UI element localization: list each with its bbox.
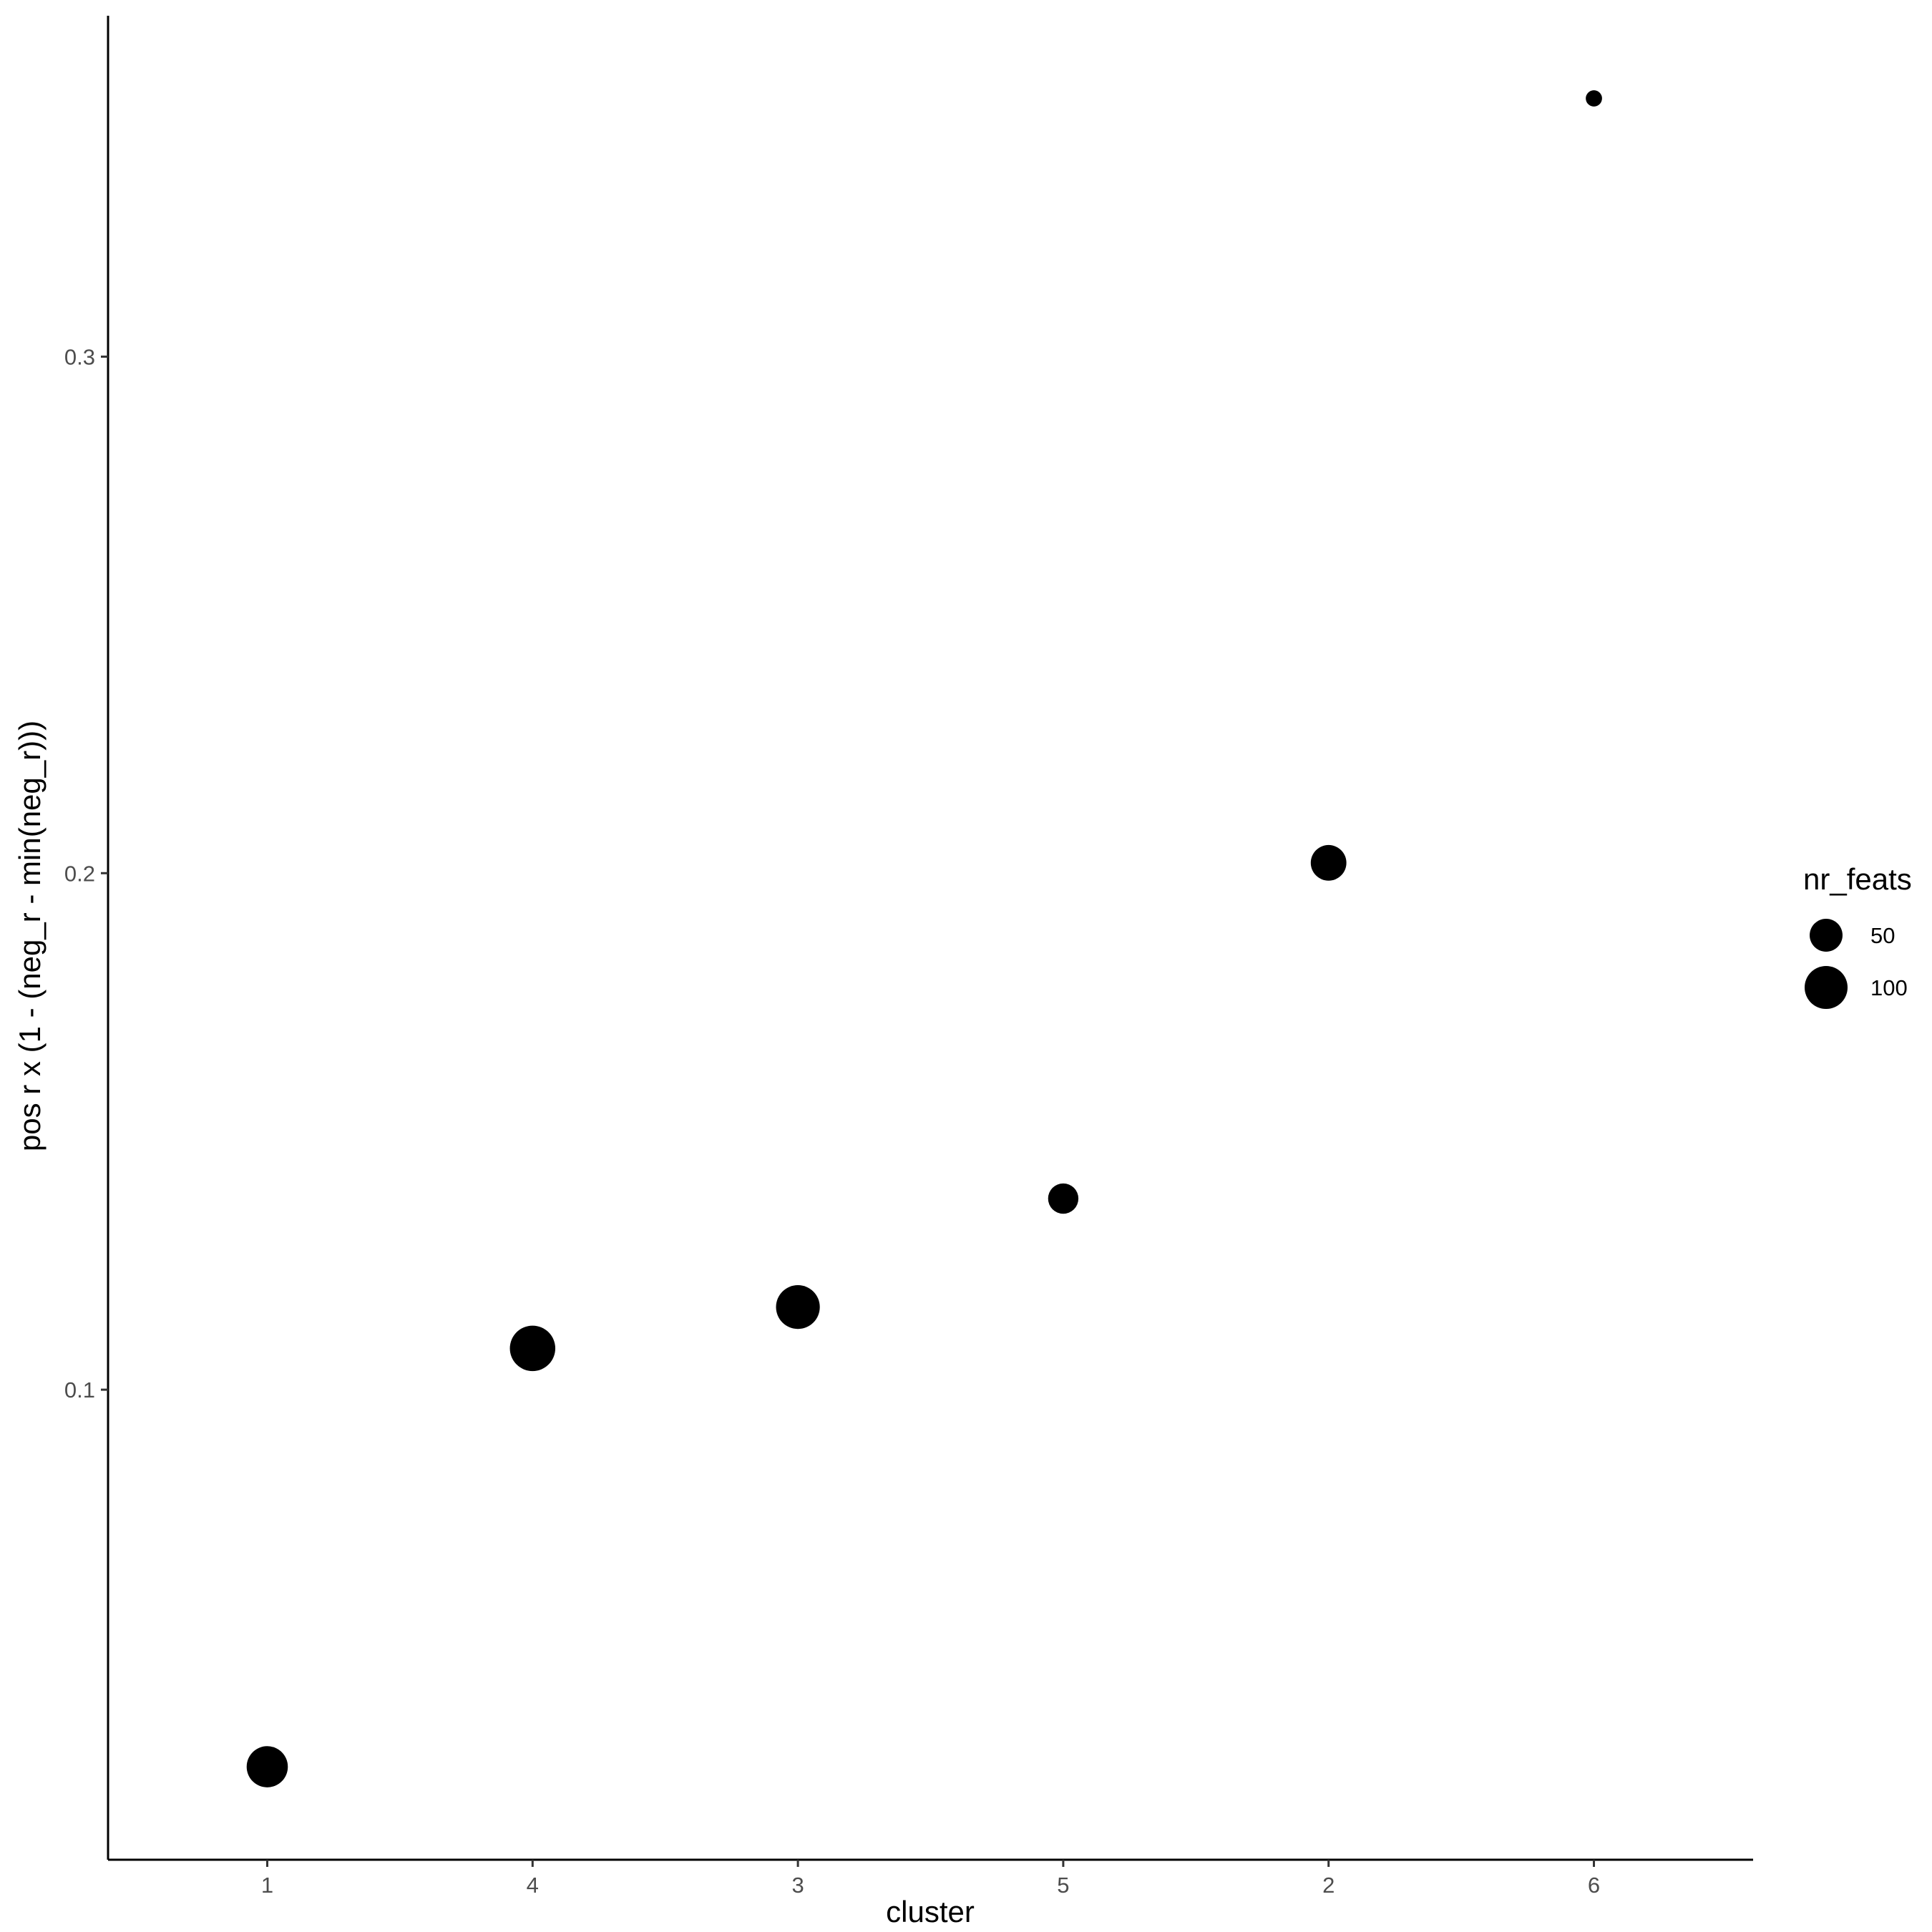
data-point — [776, 1285, 820, 1330]
x-tick-label: 4 — [527, 1873, 539, 1898]
legend-entry-label: 50 — [1870, 923, 1895, 948]
data-point — [246, 1746, 288, 1787]
legend-entry-label: 100 — [1870, 975, 1908, 1000]
y-ticks: 0.1 0.2 0.3 — [64, 344, 108, 1402]
axes — [107, 16, 1753, 1861]
data-point — [1586, 90, 1602, 107]
y-tick-label: 0.3 — [64, 344, 95, 369]
legend-key-circle — [1810, 919, 1843, 952]
data-points — [246, 90, 1602, 1787]
legend-entries: 50 100 — [1805, 919, 1908, 1009]
data-point — [1048, 1183, 1079, 1214]
y-tick-label: 0.1 — [64, 1377, 95, 1402]
x-tick-label: 1 — [261, 1873, 273, 1898]
legend-title: nr_feats — [1803, 862, 1912, 896]
legend-key-circle — [1805, 966, 1848, 1009]
y-tick-label: 0.2 — [64, 861, 95, 886]
y-axis-title: pos r x (1 - (neg_r - min(neg_r))) — [13, 721, 47, 1151]
size-legend: nr_feats 50 100 — [1803, 862, 1912, 1009]
data-point — [509, 1325, 556, 1372]
x-tick-label: 6 — [1588, 1873, 1600, 1898]
data-point — [1310, 844, 1347, 881]
x-ticks: 1 4 3 5 2 6 — [261, 1860, 1600, 1898]
x-axis-title: cluster — [886, 1895, 975, 1928]
x-tick-label: 5 — [1057, 1873, 1069, 1898]
x-tick-label: 3 — [791, 1873, 804, 1898]
x-tick-label: 2 — [1322, 1873, 1335, 1898]
